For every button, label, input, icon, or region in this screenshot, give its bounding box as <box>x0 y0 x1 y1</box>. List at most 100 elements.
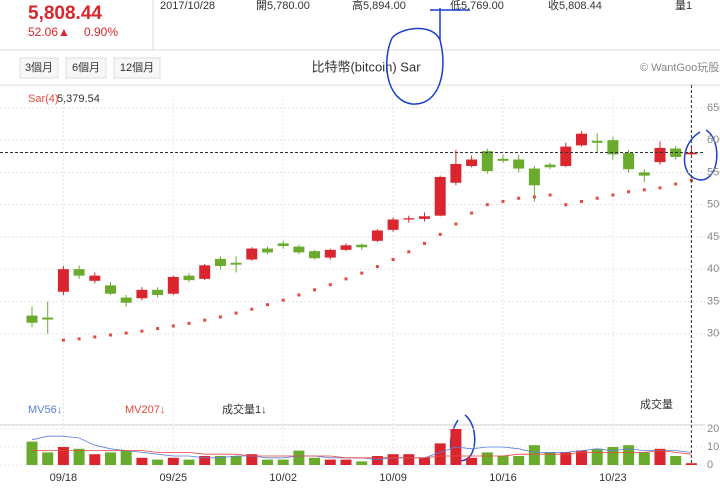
sar-dot <box>313 288 317 292</box>
sar-dot <box>438 232 442 236</box>
sar-dot <box>375 265 379 269</box>
volume-bar <box>497 456 509 465</box>
volume-bar <box>340 459 352 465</box>
volume-bar <box>638 452 650 465</box>
volume-bar <box>434 443 446 465</box>
candle-body <box>403 218 415 220</box>
pen-annotation <box>386 8 470 105</box>
candle-body <box>387 219 399 230</box>
legend-label: MV56↓ <box>28 404 62 416</box>
sar-dot <box>124 331 128 335</box>
candle-body <box>183 275 195 281</box>
y-tick-label: 5500 <box>707 166 720 178</box>
ma-line <box>32 450 692 459</box>
sar-dot <box>627 190 631 194</box>
range-button[interactable]: 3個月 <box>19 57 59 79</box>
header-bg <box>0 0 720 50</box>
volume-bar <box>371 456 383 465</box>
candle-body <box>42 317 54 320</box>
candle-body <box>262 248 273 253</box>
volume-bar <box>183 459 195 465</box>
sar-dot <box>77 337 81 341</box>
volume-bar <box>246 454 258 465</box>
price: 5,808.44 <box>28 3 102 24</box>
candle-body <box>685 152 697 155</box>
candle-body <box>120 297 132 303</box>
sar-dot <box>674 182 678 186</box>
legend-label: MV207↓ <box>125 404 165 416</box>
candle-body <box>167 276 179 294</box>
sar-dot <box>250 307 254 311</box>
volume-bar <box>26 441 38 465</box>
sar-dot <box>266 303 269 307</box>
sar-dot <box>642 188 646 192</box>
range-button[interactable]: 12個月 <box>113 57 161 79</box>
candle-body <box>560 146 572 166</box>
open: 開5,780.00 <box>256 0 310 12</box>
candle-body <box>340 245 352 250</box>
candle-body <box>481 151 493 172</box>
volume-bar <box>324 459 336 465</box>
button-label: 12個月 <box>120 61 154 74</box>
volume-bar <box>560 452 572 465</box>
y-tick-label: 3000 <box>707 328 720 340</box>
candle-body <box>152 289 164 295</box>
copyright: © WantGoo玩股 <box>640 61 719 74</box>
sar-dot <box>218 315 222 319</box>
volume-bar <box>403 454 415 465</box>
candle-body <box>277 243 289 246</box>
y-tick-label: 6500 <box>707 102 720 114</box>
candle-body <box>607 140 619 155</box>
candle-body <box>230 262 242 265</box>
candle-body <box>434 176 446 216</box>
candle-body <box>450 164 462 183</box>
sar-dot <box>658 186 662 190</box>
sar-dot <box>423 241 426 245</box>
candle-body <box>199 265 211 279</box>
volume-bar <box>105 452 116 465</box>
volume-bar <box>623 445 635 465</box>
button-label: 6個月 <box>72 61 100 74</box>
volume-bar <box>199 456 211 465</box>
sar-dot <box>61 338 65 342</box>
candle-body <box>654 147 666 163</box>
low: 低5,769.00 <box>450 0 504 12</box>
range-button[interactable]: 6個月 <box>65 57 107 79</box>
volume-bar <box>654 448 666 465</box>
y-tick-label: 6000 <box>707 134 720 146</box>
volume-bar <box>57 447 69 465</box>
legend-label: 成交量1↓ <box>222 402 267 416</box>
sar-dot <box>171 324 175 328</box>
sar-dot <box>234 311 238 315</box>
volume-bar <box>513 456 525 465</box>
candle-body <box>57 269 69 292</box>
y-tick-label: 20 <box>707 423 719 435</box>
candle-body <box>513 159 525 169</box>
x-tick-label: 09/25 <box>160 472 188 484</box>
y-tick-label: 10 <box>707 441 719 453</box>
volume-bar <box>277 459 289 465</box>
volume-title: 成交量 <box>640 397 673 411</box>
sar-dot <box>407 250 411 254</box>
candle-body <box>293 246 305 253</box>
volume-bar <box>576 450 587 465</box>
sar-dot <box>611 193 615 197</box>
sar-dot <box>595 196 599 200</box>
volume-bar <box>670 456 682 465</box>
candle-body <box>89 275 101 281</box>
volume-bar <box>152 459 164 465</box>
volume-bar <box>293 450 305 465</box>
sar-dot <box>470 211 474 215</box>
candle-body <box>356 244 368 248</box>
candle-body <box>26 315 38 323</box>
candle-body <box>638 172 650 176</box>
candle-body <box>246 248 258 260</box>
sar-dot <box>297 293 301 297</box>
volume-bar <box>262 459 273 465</box>
close: 收5,808.44 <box>548 0 602 12</box>
sar-dot <box>203 318 207 322</box>
volume-bar <box>607 447 619 465</box>
x-tick-label: 10/23 <box>599 472 627 484</box>
change-pct: 0.90% <box>84 25 118 39</box>
candle-body <box>576 133 587 146</box>
